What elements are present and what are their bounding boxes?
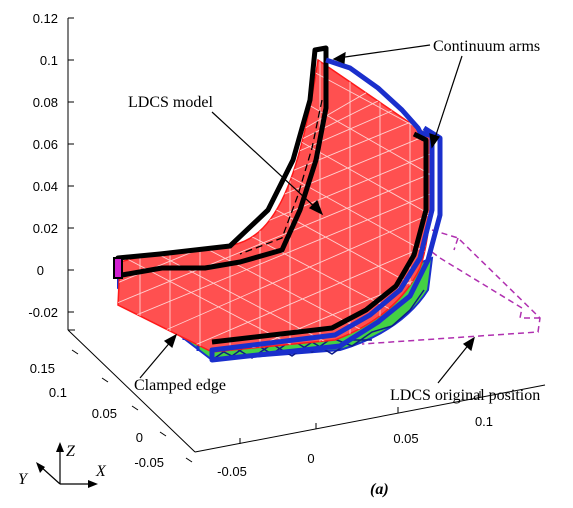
continuum-arm-right [209,125,443,363]
y-tick-label: 0.05 [92,406,117,421]
z-tick-label: -0.02 [28,305,58,320]
y-tick-label: 0.15 [30,361,55,376]
x-tick-label: 0.05 [393,431,418,446]
annotation-clamped-edge: Clamped edge [134,377,226,394]
ldcs-original-position-outline [361,229,541,345]
x-tick-label: 0.1 [475,414,493,429]
triad-y-label: Y [18,471,29,488]
x-axis-line [194,384,546,453]
axes [67,18,546,453]
panel-label: (a) [370,481,389,498]
annotation-ldcs-model: LDCS model [128,94,213,111]
y-tick-label: 0 [136,430,143,445]
axis-triad: Z Y X [18,442,107,488]
y-tick-label: 0.1 [49,385,67,400]
z-axis-ticks: 0.12 0.1 0.08 0.06 0.04 0.02 0 -0.02 [28,11,74,320]
z-tick-label: 0.12 [33,11,58,26]
annotation-arrows [139,44,475,384]
y-tick-label: -0.05 [134,455,164,470]
annotation-continuum-arms: Continuum arms [433,38,540,55]
triad-z-label: Z [66,443,76,460]
x-tick-label: 0 [307,451,314,466]
clamped-edge [113,257,123,279]
z-tick-label: 0.02 [33,221,58,236]
y-axis-ticks: 0.15 0.1 0.05 0 -0.05 [30,349,193,470]
x-axis-ticks: -0.05 0 0.05 0.1 [217,391,493,479]
y-axis-line [67,329,196,453]
x-tick-label: -0.05 [217,464,247,479]
z-tick-label: 0.04 [33,179,58,194]
z-tick-label: 0 [37,263,44,278]
z-tick-label: 0.06 [33,137,58,152]
annotation-ldcs-original-position: LDCS original position [390,387,540,404]
triad-x-label: X [95,463,107,480]
z-tick-label: 0.08 [33,95,58,110]
z-tick-label: 0.1 [40,53,58,68]
